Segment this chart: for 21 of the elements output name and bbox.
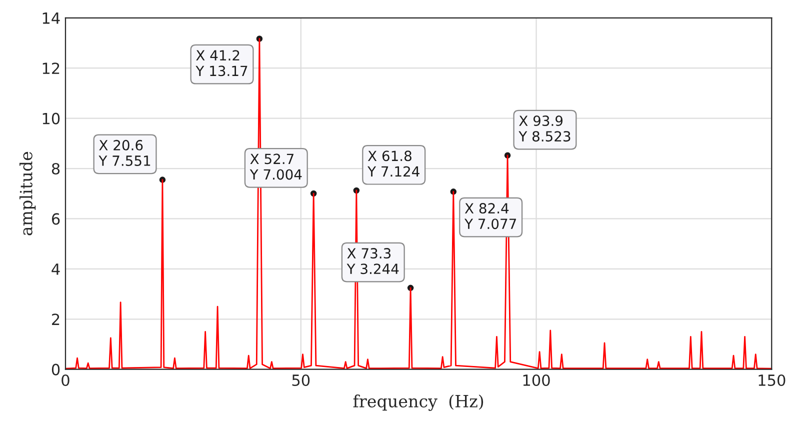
annotation: X 93.9 Y 8.523 <box>518 116 570 142</box>
x-tick-label: 150 <box>758 374 786 386</box>
y-tick-label: 10 <box>42 112 60 124</box>
y-axis-title: amplitude <box>20 152 36 236</box>
x-tick-label: 0 <box>62 374 70 386</box>
y-tick-label: 4 <box>52 264 60 275</box>
x-tick-label: 50 <box>292 374 310 386</box>
y-tick-label: 14 <box>42 12 60 24</box>
x-axis-title: frequency (Hz) <box>353 394 484 411</box>
y-tick-label: 12 <box>42 62 60 74</box>
annotation: X 61.8 Y 7.124 <box>368 150 420 177</box>
y-tick-label: 6 <box>52 213 60 225</box>
y-tick-label: 0 <box>52 364 60 376</box>
annotation: X 20.6 Y 7.551 <box>98 140 150 166</box>
annotation: X 52.7 Y 7.004 <box>250 154 302 180</box>
y-tick-label: 2 <box>52 314 60 325</box>
annotation: X 82.4 Y 7.077 <box>464 203 516 230</box>
annotation: X 41.2 Y 13.17 <box>196 50 248 76</box>
annotation: X 73.3 Y 3.244 <box>346 248 399 274</box>
x-tick-label: 100 <box>523 374 550 386</box>
y-tick-label: 8 <box>52 162 60 175</box>
